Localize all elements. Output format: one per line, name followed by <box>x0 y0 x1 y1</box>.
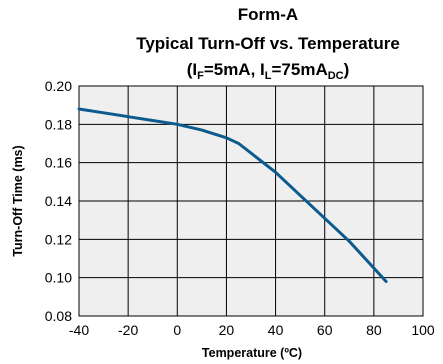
title-open: (I <box>187 60 197 79</box>
y-tick-label-5: 0.10 <box>45 270 72 286</box>
x-tick-label-5: 60 <box>317 322 333 338</box>
title-mid-2: =75mA <box>272 60 328 79</box>
y-tick-label-4: 0.12 <box>45 231 72 247</box>
chart-title-line-1: Form-A <box>238 5 298 24</box>
title-sub-l: L <box>265 70 272 82</box>
title-sub-dc: DC <box>328 70 344 82</box>
x-tick-label-7: 100 <box>411 322 435 338</box>
y-tick-label-0: 0.20 <box>45 78 72 94</box>
title-mid-1: =5mA, I <box>204 60 265 79</box>
x-tick-label-6: 80 <box>366 322 382 338</box>
title-close: ) <box>344 60 350 79</box>
y-tick-label-2: 0.16 <box>45 155 72 171</box>
x-tick-label-4: 40 <box>268 322 284 338</box>
x-tick-labels: -40 -20 0 20 40 60 80 100 <box>69 322 435 338</box>
x-tick-label-1: -20 <box>118 322 138 338</box>
y-axis-label: Turn-Off Time (ms) <box>11 145 25 256</box>
x-axis-label: Temperature (ºC) <box>202 346 302 360</box>
y-tick-label-3: 0.14 <box>45 193 72 209</box>
x-tick-label-3: 20 <box>219 322 235 338</box>
x-tick-label-0: -40 <box>69 322 89 338</box>
chart-title-line-3: (IF=5mA, IL=75mADC) <box>187 60 350 82</box>
chart-title-line-2: Typical Turn-Off vs. Temperature <box>136 34 400 53</box>
plot-area-frame <box>78 85 424 317</box>
title-sub-f: F <box>197 70 204 82</box>
turn-off-time-line <box>77 107 388 283</box>
y-tick-labels: 0.20 0.18 0.16 0.14 0.12 0.10 0.08 <box>45 78 72 324</box>
y-tick-label-6: 0.08 <box>45 308 72 324</box>
y-tick-label-1: 0.18 <box>45 116 72 132</box>
x-tick-label-2: 0 <box>173 322 181 338</box>
